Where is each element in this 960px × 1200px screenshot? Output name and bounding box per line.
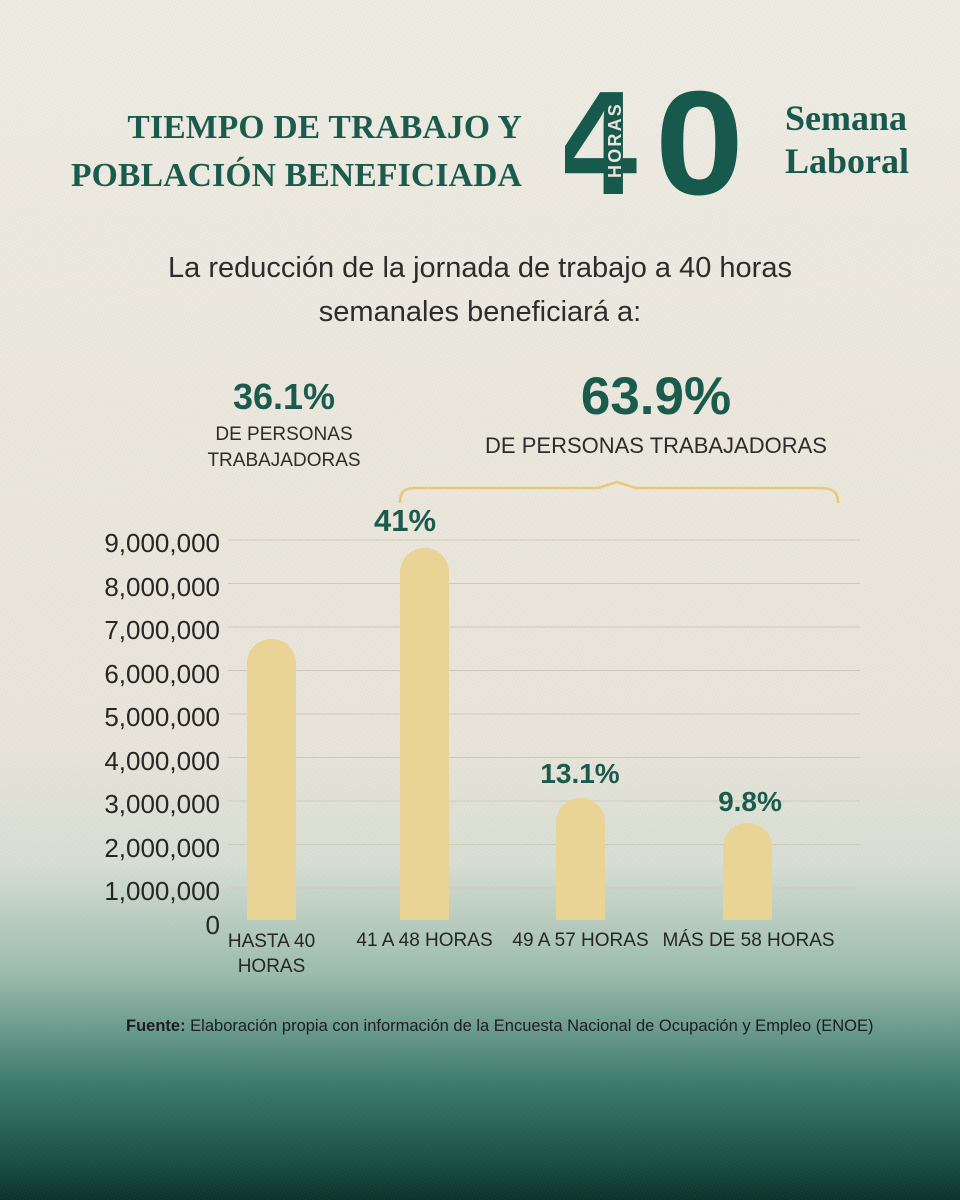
svg-text:HORAS: HORAS bbox=[605, 102, 625, 178]
svg-text:Laboral: Laboral bbox=[785, 141, 909, 181]
svg-text:4: 4 bbox=[565, 72, 637, 212]
svg-text:0: 0 bbox=[655, 72, 744, 212]
svg-text:Semana: Semana bbox=[785, 98, 907, 138]
